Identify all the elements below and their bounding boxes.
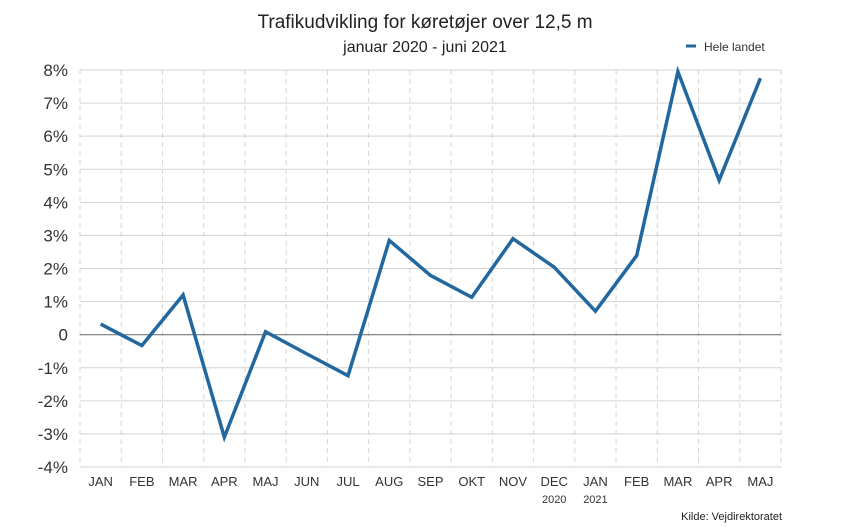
legend-swatch — [686, 44, 696, 48]
x-tick-label: APR — [211, 474, 238, 489]
y-tick-label: 7% — [43, 94, 68, 113]
x-tick-label: JAN — [583, 474, 608, 489]
legend: Hele landet — [686, 40, 765, 54]
x-tick-label: JAN — [88, 474, 113, 489]
series-line — [99, 65, 763, 443]
y-tick-label: 6% — [43, 127, 68, 146]
y-tick-label: 3% — [43, 226, 68, 245]
chart-subtitle: januar 2020 - juni 2021 — [342, 39, 507, 56]
x-tick-label: SEP — [417, 474, 443, 489]
series — [99, 65, 763, 443]
x-axis: JAN FEB MAR APR MAJ JUN JUL AUG SEP OKT NOV DEC 2020… — [88, 474, 773, 506]
y-tick-label: -3% — [38, 425, 68, 444]
x-tick-label: NOV — [499, 474, 528, 489]
y-tick-label: -4% — [38, 458, 68, 477]
x-tick-label: MAR — [169, 474, 198, 489]
x-tick-label: JUL — [336, 474, 359, 489]
y-axis: 8% 7% 6% 5% 4% 3% 2% 1% 0 -1% -2% -3% -4% — [38, 61, 68, 477]
y-tick-label: 5% — [43, 160, 68, 179]
x-tick-label: JUN — [294, 474, 319, 489]
grid — [79, 69, 782, 468]
x-year-label: 2020 — [542, 494, 566, 506]
y-tick-label: 8% — [43, 61, 68, 80]
x-year-label: 2021 — [583, 494, 607, 506]
x-tick-label: MAJ — [747, 474, 773, 489]
x-tick-label: MAR — [663, 474, 692, 489]
y-tick-label: 0 — [59, 326, 68, 345]
x-tick-label: FEB — [129, 474, 154, 489]
x-tick-label: AUG — [375, 474, 403, 489]
y-tick-label: 2% — [43, 260, 68, 279]
chart-title: Trafikudvikling for køretøjer over 12,5 … — [257, 12, 592, 33]
x-tick-label: APR — [706, 474, 733, 489]
y-tick-label: -2% — [38, 392, 68, 411]
x-tick-label: MAJ — [253, 474, 279, 489]
y-tick-label: -1% — [38, 359, 68, 378]
x-tick-label: DEC — [540, 474, 567, 489]
y-tick-label: 1% — [43, 293, 68, 312]
y-tick-label: 4% — [43, 193, 68, 212]
legend-label: Hele landet — [704, 40, 765, 54]
x-tick-label: OKT — [458, 474, 485, 489]
source-note: Kilde: Vejdirektoratet — [681, 511, 782, 523]
x-tick-label: FEB — [624, 474, 649, 489]
